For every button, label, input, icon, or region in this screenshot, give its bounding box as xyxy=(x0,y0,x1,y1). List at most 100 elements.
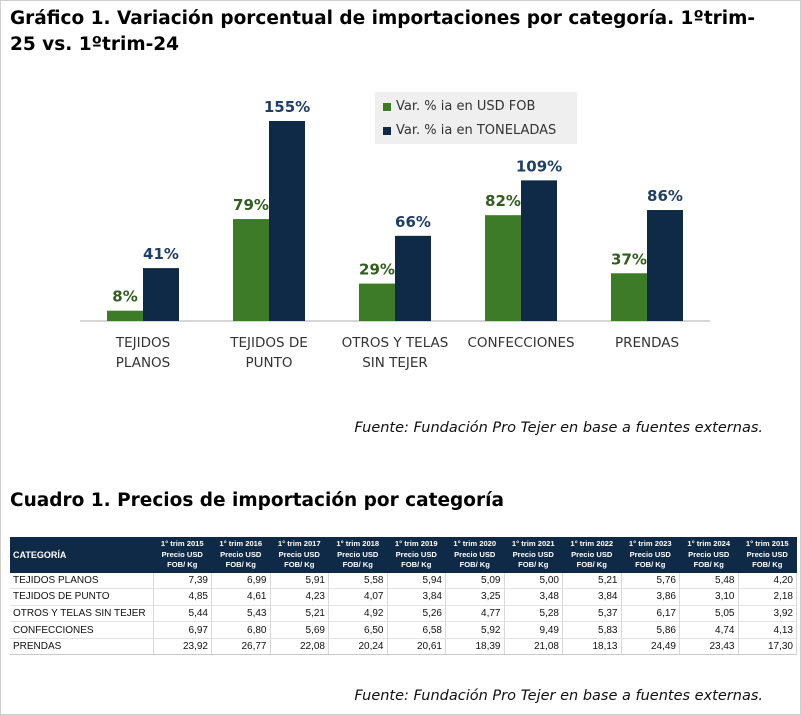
table-row: CONFECCIONES 6,97 6,80 5,69 6,50 6,58 5,92 9,49… xyxy=(10,621,797,639)
data-label-toneladas-0: 41% xyxy=(143,245,179,263)
data-label-usd-3: 82% xyxy=(485,192,521,210)
header-col-9-line-0: 1° trim 2024 xyxy=(687,539,731,548)
header-col-8-line-1: Precio USD xyxy=(629,549,671,559)
category-label-2-1: SIN TEJER xyxy=(362,355,428,371)
header-col-8-line-0: 1° trim 2023 xyxy=(628,539,672,548)
header-col-6: 1° trim 2021 Precio USD FOB/ Kg xyxy=(504,537,563,573)
header-col-2-line-1: Precio USD xyxy=(278,549,320,559)
table-cell: 26,77 xyxy=(211,638,271,656)
table-cell: 5,76 xyxy=(621,572,680,590)
table-cell: 3,86 xyxy=(621,588,680,606)
table-body: TEJIDOS PLANOS 7,39 6,99 5,91 5,58 5,94 5,09 5,… xyxy=(10,572,797,656)
table-cell: 5,58 xyxy=(328,572,388,590)
category-label-0-0: TEJIDOS xyxy=(115,335,170,351)
header-col-5-line-1: Precio USD xyxy=(454,549,496,559)
row-category: OTROS Y TELAS SIN TEJER xyxy=(10,605,154,623)
table-cell: 5,43 xyxy=(211,605,271,623)
table-cell: 5,94 xyxy=(387,572,446,590)
header-col-7-line-1: Precio USD xyxy=(571,549,613,559)
table-cell: 4,92 xyxy=(328,605,388,623)
table-source: Fuente: Fundación Pro Tejer en base a fu… xyxy=(354,688,763,704)
header-col-2-line-2: FOB/ Kg xyxy=(284,560,315,569)
legend-item-toneladas: Var. % ia en TONELADAS xyxy=(383,123,556,138)
header-col-8: 1° trim 2023 Precio USD FOB/ Kg xyxy=(621,537,680,573)
table-cell: 5,37 xyxy=(562,605,622,623)
bar-toneladas-3 xyxy=(521,180,557,321)
table-cell: 5,86 xyxy=(621,621,680,639)
table-row: TEJIDOS PLANOS 7,39 6,99 5,91 5,58 5,94 5,09 5,… xyxy=(10,572,797,590)
bar-toneladas-0 xyxy=(143,268,179,321)
category-label-4-0: PRENDAS xyxy=(615,335,679,351)
header-col-7-line-0: 1° trim 2022 xyxy=(570,539,614,548)
table-cell: 6,80 xyxy=(211,621,271,639)
table-cell: 23,92 xyxy=(153,638,212,656)
table-cell: 5,92 xyxy=(445,621,505,639)
data-label-toneladas-4: 86% xyxy=(647,187,683,205)
header-col-8-line-2: FOB/ Kg xyxy=(635,560,666,569)
header-col-10-line-0: 1° trim 2015 xyxy=(745,539,789,548)
table-cell: 5,83 xyxy=(562,621,622,639)
table-cell: 6,97 xyxy=(153,621,212,639)
table-cell: 4,74 xyxy=(679,621,739,639)
category-label-1-0: TEJIDOS DE xyxy=(229,335,308,351)
header-col-3: 1° trim 2018 Precio USD FOB/ Kg xyxy=(328,537,387,573)
table-cell: 18,13 xyxy=(562,638,622,656)
table-cell: 5,26 xyxy=(387,605,446,623)
table-cell: 2,18 xyxy=(738,588,797,606)
header-col-3-line-0: 1° trim 2018 xyxy=(336,539,380,548)
header-col-9-line-2: FOB/ Kg xyxy=(693,560,724,569)
category-label-3-0: CONFECCIONES xyxy=(467,335,574,351)
table-cell: 4,23 xyxy=(270,588,329,606)
table-row: OTROS Y TELAS SIN TEJER 5,44 5,43 5,21 4,92 5… xyxy=(10,605,797,623)
table-cell: 20,24 xyxy=(328,638,388,656)
header-col-10-line-1: Precio USD xyxy=(746,549,788,559)
header-col-4-line-2: FOB/ Kg xyxy=(401,560,432,569)
table-cell: 4,61 xyxy=(211,588,271,606)
category-label-1-1: PUNTO xyxy=(246,355,293,371)
header-col-10-line-2: FOB/ Kg xyxy=(752,560,783,569)
header-col-4-line-1: Precio USD xyxy=(395,549,437,559)
header-col-0-line-0: 1° trim 2015 xyxy=(160,539,204,548)
table-cell: 7,39 xyxy=(153,572,212,590)
header-col-1-line-2: FOB/ Kg xyxy=(225,560,256,569)
data-label-toneladas-3: 109% xyxy=(516,157,562,175)
header-col-4-line-0: 1° trim 2019 xyxy=(394,539,438,548)
header-col-6-line-1: Precio USD xyxy=(512,549,554,559)
table-cell: 5,91 xyxy=(270,572,329,590)
table-cell: 5,28 xyxy=(504,605,563,623)
table-cell: 5,05 xyxy=(679,605,739,623)
bar-toneladas-2 xyxy=(395,235,431,321)
prices-table: CATEGORÍA 1° trim 2015 Precio USD FOB/ Kg 1… xyxy=(10,537,797,656)
data-label-toneladas-1: 155% xyxy=(264,98,310,116)
header-col-9-line-1: Precio USD xyxy=(688,549,730,559)
bar-toneladas-1 xyxy=(269,121,305,321)
table-row: TEJIDOS DE PUNTO 4,85 4,61 4,23 4,07 3,84 3,25… xyxy=(10,588,797,606)
header-col-1: 1° trim 2016 Precio USD FOB/ Kg xyxy=(211,537,270,573)
bar-usd-0 xyxy=(107,310,143,321)
bar-toneladas-4 xyxy=(647,210,683,321)
table-cell: 4,85 xyxy=(153,588,212,606)
table-cell: 5,00 xyxy=(504,572,563,590)
header-category: CATEGORÍA xyxy=(10,537,153,573)
data-label-usd-4: 37% xyxy=(611,250,647,268)
row-category: PRENDAS xyxy=(10,638,154,656)
header-col-7: 1° trim 2022 Precio USD FOB/ Kg xyxy=(562,537,621,573)
header-col-2-line-0: 1° trim 2017 xyxy=(277,539,321,548)
table-cell: 24,49 xyxy=(621,638,680,656)
chart-source: Fuente: Fundación Pro Tejer en base a fu… xyxy=(354,420,763,436)
chart-title: Gráfico 1. Variación porcentual de impor… xyxy=(10,8,756,55)
row-category: TEJIDOS DE PUNTO xyxy=(10,588,154,606)
header-col-5-line-0: 1° trim 2020 xyxy=(453,539,497,548)
table-cell: 4,07 xyxy=(328,588,388,606)
table-cell: 6,50 xyxy=(328,621,388,639)
header-col-6-line-0: 1° trim 2021 xyxy=(511,539,555,548)
table-cell: 21,08 xyxy=(504,638,563,656)
header-col-1-line-1: Precio USD xyxy=(220,549,262,559)
header-col-2: 1° trim 2017 Precio USD FOB/ Kg xyxy=(270,537,329,573)
header-col-3-line-1: Precio USD xyxy=(337,549,379,559)
data-label-toneladas-2: 66% xyxy=(395,213,431,231)
table-cell: 20,61 xyxy=(387,638,446,656)
table-cell: 17,30 xyxy=(738,638,797,656)
table-cell: 3,92 xyxy=(738,605,797,623)
table-cell: 3,84 xyxy=(562,588,622,606)
